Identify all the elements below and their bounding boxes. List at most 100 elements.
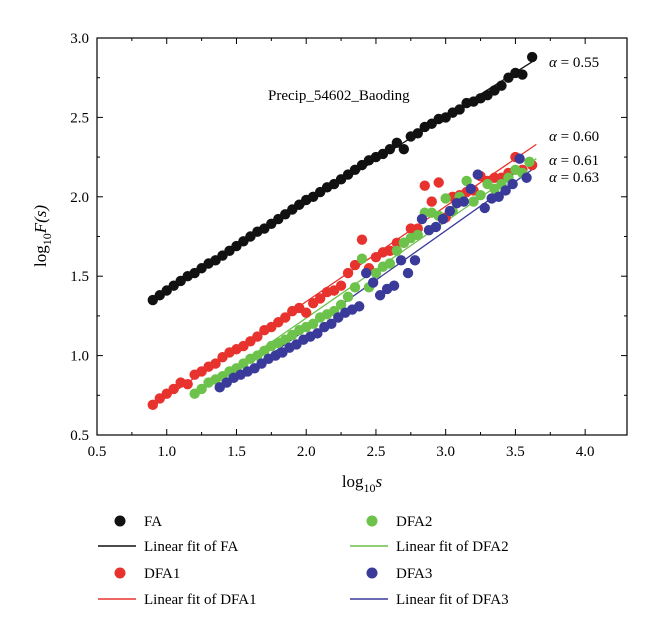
data-point-dfa3 <box>507 178 518 190</box>
data-point-dfa3 <box>458 196 470 207</box>
legend-label-fa: FA <box>144 514 162 530</box>
legend-marker-dfa1 <box>114 567 126 579</box>
data-point-dfa2 <box>356 253 368 264</box>
data-point-dfa3 <box>354 301 365 312</box>
legend-label-dfa3: DFA3 <box>396 566 432 582</box>
data-point-dfa1 <box>356 234 368 245</box>
y-tick-label: 2.5 <box>70 110 89 126</box>
data-point-dfa1 <box>426 196 437 207</box>
data-point-dfa3 <box>500 185 511 196</box>
data-point-dfa2 <box>349 282 361 293</box>
y-tick-label: 2.0 <box>70 190 89 206</box>
data-point-dfa2 <box>307 318 319 330</box>
alpha-label-fa: α = 0.55 <box>549 55 599 71</box>
data-point-dfa3 <box>374 290 386 301</box>
data-point-dfa2 <box>475 190 486 201</box>
x-tick-label: 2.0 <box>297 444 316 460</box>
data-points <box>147 51 538 411</box>
data-point-dfa2 <box>196 383 207 395</box>
data-point-dfa2 <box>342 291 354 303</box>
x-tick-label: 4.0 <box>576 444 595 460</box>
legend-marker-fa <box>114 515 126 527</box>
data-point-fa <box>517 69 528 80</box>
data-point-dfa3 <box>312 328 323 339</box>
data-point-dfa3 <box>416 213 428 225</box>
data-point-dfa2 <box>461 175 472 187</box>
legend-marker-dfa3 <box>366 567 378 579</box>
data-point-dfa1 <box>252 331 263 342</box>
legend-fit-label-dfa3: Linear fit of DFA3 <box>396 592 509 608</box>
x-axis-title-var: s <box>376 472 383 491</box>
data-point-fa <box>391 137 403 149</box>
legend-marker-dfa2 <box>366 515 378 527</box>
data-point-dfa3 <box>479 202 490 214</box>
data-point-dfa3 <box>430 221 442 233</box>
y-axis-title-base: log <box>31 245 50 267</box>
fit-lines <box>152 61 537 407</box>
legend-fit-label-dfa2: Linear fit of DFA2 <box>396 539 509 555</box>
data-point-dfa1 <box>335 280 347 291</box>
data-point-dfa1 <box>433 177 444 188</box>
data-point-dfa3 <box>402 267 414 279</box>
data-point-dfa3 <box>409 255 421 266</box>
x-tick-label: 2.5 <box>367 444 386 460</box>
data-point-dfa3 <box>388 280 400 291</box>
alpha-label-dfa2: α = 0.61 <box>549 153 599 169</box>
data-point-dfa1 <box>147 399 158 411</box>
data-point-dfa1 <box>301 307 312 318</box>
axis-titles: log10s log10F(s) <box>31 205 383 495</box>
data-point-fa <box>398 143 410 155</box>
x-axis-title-base: log <box>342 472 364 491</box>
legend-label-dfa2: DFA2 <box>396 514 432 530</box>
y-axis-title: log10F(s) <box>31 205 54 267</box>
data-point-dfa3 <box>360 267 372 279</box>
x-tick-label: 3.5 <box>506 444 525 460</box>
data-point-dfa3 <box>367 277 379 288</box>
legend-fit-label-fa: Linear fit of FA <box>144 539 238 555</box>
y-axis-title-sub: 10 <box>40 233 54 245</box>
x-tick-label: 1.5 <box>227 444 246 460</box>
y-tick-label: 3.0 <box>70 31 89 47</box>
alpha-label-dfa1: α = 0.60 <box>549 129 599 145</box>
x-tick-label: 0.5 <box>88 444 107 460</box>
x-tick-label: 3.0 <box>436 444 455 460</box>
data-point-fa <box>526 51 538 63</box>
y-tick-label: 0.5 <box>70 428 89 444</box>
data-point-dfa1 <box>210 358 221 369</box>
data-point-dfa1 <box>280 312 291 323</box>
data-point-fa <box>454 104 465 115</box>
legend-fit-label-dfa1: Linear fit of DFA1 <box>144 592 257 608</box>
data-point-dfa3 <box>514 153 525 164</box>
x-axis-title: log10s <box>342 472 383 495</box>
data-point-dfa2 <box>335 299 347 310</box>
data-point-dfa3 <box>472 169 483 180</box>
data-point-dfa2 <box>412 229 423 241</box>
data-point-fa <box>496 80 507 91</box>
data-point-dfa2 <box>440 193 451 204</box>
data-point-dfa3 <box>465 183 476 195</box>
legend-label-dfa1: DFA1 <box>144 566 180 582</box>
x-axis-title-sub: 10 <box>364 481 376 495</box>
data-point-fa <box>384 143 396 155</box>
data-point-dfa2 <box>370 267 382 279</box>
data-point-dfa3 <box>493 191 504 202</box>
data-point-dfa3 <box>326 318 337 330</box>
data-point-dfa1 <box>314 293 326 304</box>
data-point-dfa1 <box>342 267 354 279</box>
y-tick-label: 1.5 <box>70 269 89 285</box>
data-point-dfa3 <box>437 213 449 225</box>
legend: FA Linear fit of FA DFA1 Linear fit of DFA1… <box>98 514 509 608</box>
data-point-dfa2 <box>391 245 403 256</box>
annotations: Precip_54602_Baoding α = 0.55 α = 0.60 α =… <box>268 55 599 186</box>
data-point-dfa1 <box>349 259 361 271</box>
plot-annotation: Precip_54602_Baoding <box>268 88 410 104</box>
x-tick-label: 1.0 <box>157 444 176 460</box>
y-tick-label: 1.0 <box>70 349 89 365</box>
y-axis-title-var: F(s) <box>31 205 50 235</box>
data-point-dfa1 <box>182 378 193 390</box>
data-point-dfa2 <box>468 196 479 207</box>
axes: 0.5 1.0 1.5 2.0 2.5 3.0 3.5 4.0 0.5 1.0 1.5 2.0 2.5 3… <box>70 31 628 460</box>
data-point-dfa3 <box>444 205 456 217</box>
data-point-dfa1 <box>419 180 430 191</box>
